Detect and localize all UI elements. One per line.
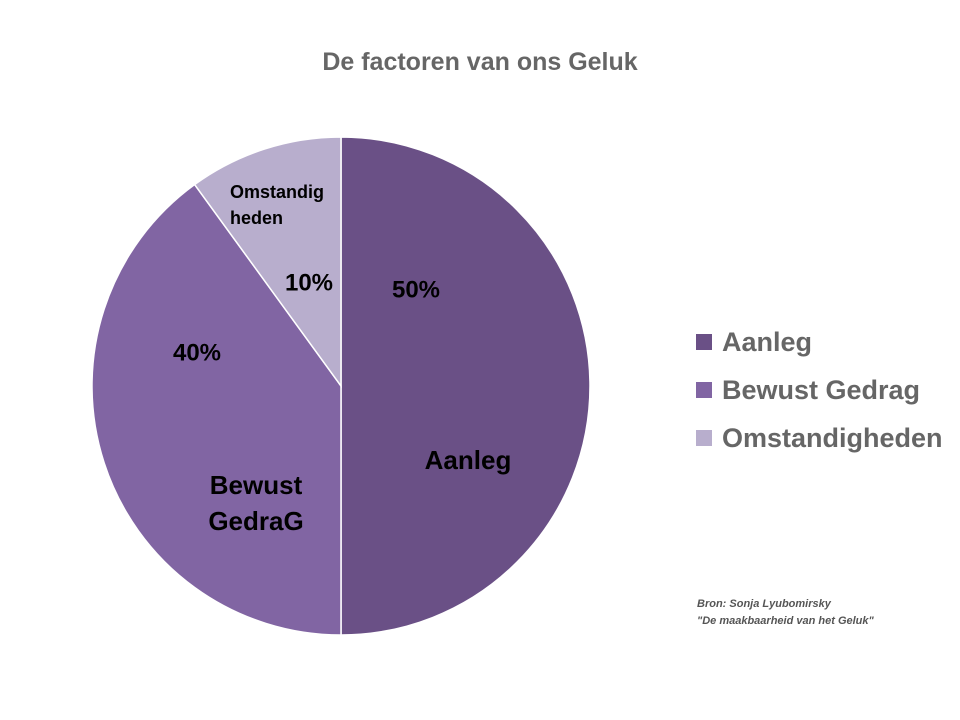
pie-percent-label: 40% (173, 339, 221, 366)
pie-percent-label: 10% (285, 269, 333, 296)
legend: Aanleg Bewust Gedrag Omstandigheden (696, 318, 943, 462)
source-note: Bron: Sonja Lyubomirsky "De maakbaarheid… (697, 596, 874, 630)
legend-label: Bewust Gedrag (722, 374, 921, 405)
legend-label: Aanleg (722, 326, 813, 357)
pie-category-label: Omstandig (230, 182, 324, 202)
pie-category-label: heden (230, 208, 283, 228)
pie-percent-label: 50% (392, 276, 440, 303)
legend-item-bewust-gedrag: Bewust Gedrag (696, 366, 943, 414)
pie-slice-bewust-gedrag (91, 183, 342, 636)
legend-swatch (696, 430, 712, 446)
legend-item-omstandigheden: Omstandigheden (696, 414, 943, 462)
legend-label: Omstandigheden (722, 422, 943, 453)
chart-title: De factoren van ons Geluk (322, 48, 638, 76)
pie-slice-aanleg (340, 136, 591, 636)
pie-category-label: GedraG (208, 506, 303, 536)
pie-slice-omstandigheden (193, 136, 342, 389)
legend-swatch (696, 382, 712, 398)
legend-swatch (696, 334, 712, 350)
source-line-book: "De maakbaarheid van het Geluk" (697, 615, 874, 627)
pie-category-label: Aanleg (425, 445, 512, 475)
legend-item-aanleg: Aanleg (696, 318, 943, 366)
pie-category-label: Bewust (210, 470, 303, 500)
source-line-author: Bron: Sonja Lyubomirsky (697, 598, 831, 610)
